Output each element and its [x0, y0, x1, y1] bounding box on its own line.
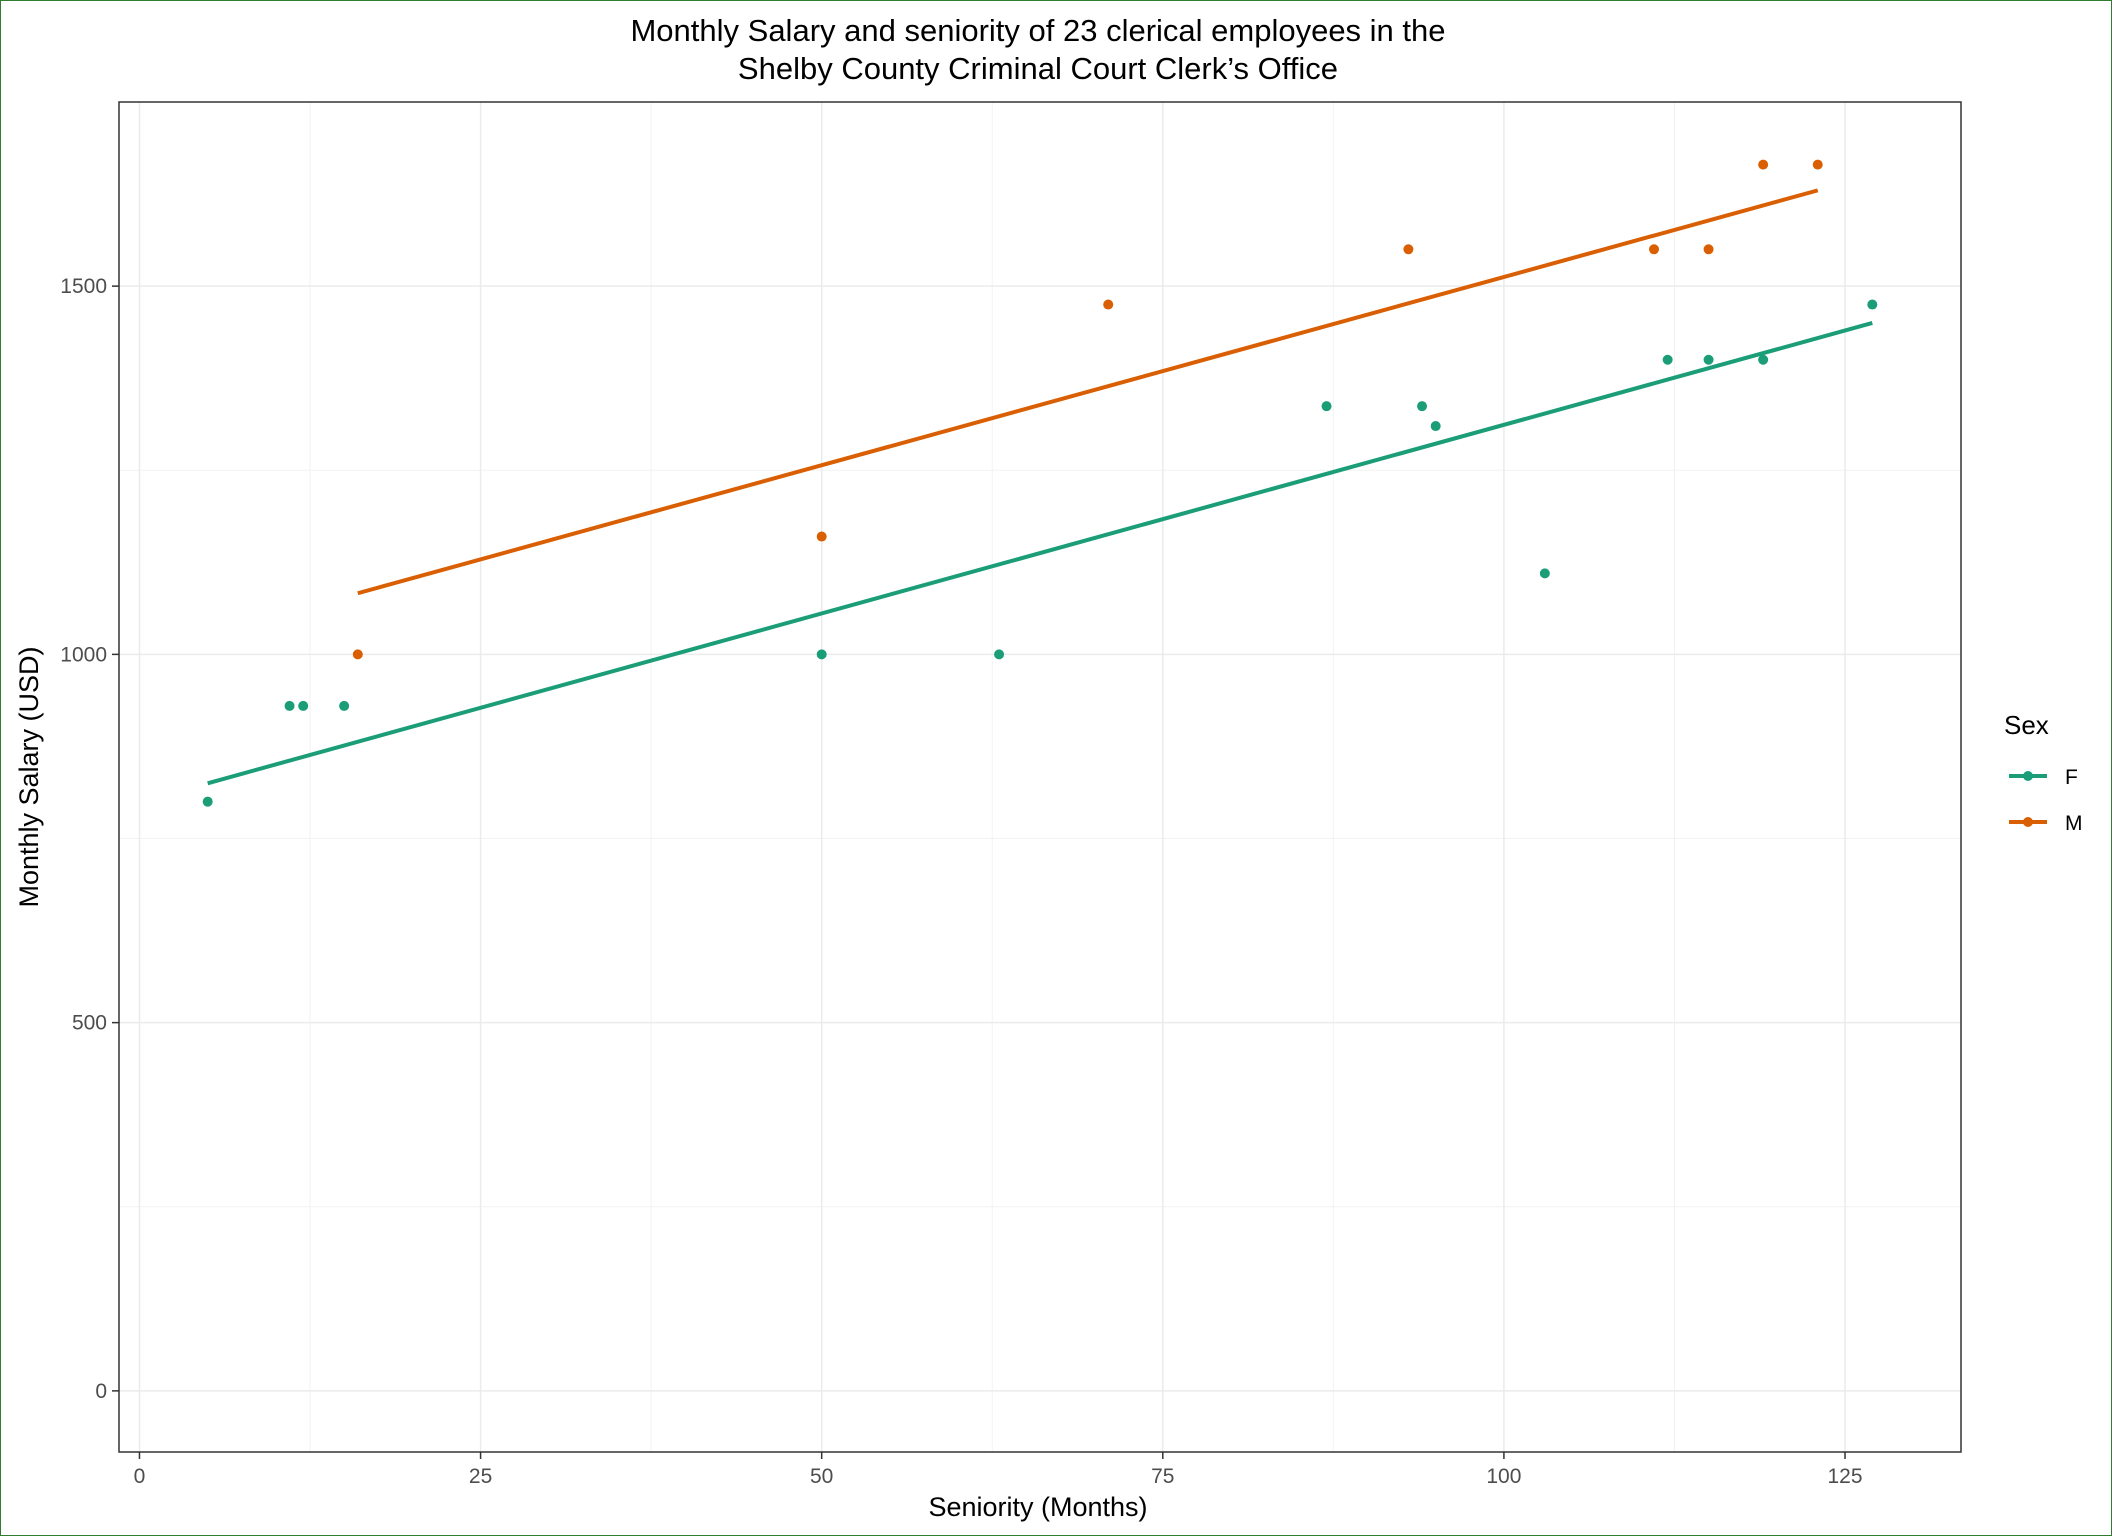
data-point-f: [339, 700, 350, 711]
fit-line-f: [207, 321, 1873, 786]
data-point-m: [1649, 244, 1659, 255]
x-tick-label: 0: [134, 1465, 146, 1488]
x-tick-label: 50: [810, 1465, 833, 1488]
x-tick-label: 125: [1827, 1465, 1862, 1488]
data-point-m: [1812, 159, 1823, 170]
data-point-f: [202, 796, 213, 807]
data-point-f: [1703, 354, 1714, 365]
chart-title: Monthly Salary and seniority of 23 cleri…: [630, 13, 1445, 48]
data-point-f: [284, 700, 295, 711]
y-axis: 0 500 1000 1500: [60, 275, 119, 1403]
legend-label-f: F: [2065, 766, 2078, 789]
data-point-f: [1539, 568, 1550, 579]
data-point-f: [1417, 401, 1428, 412]
data-point-f: [1430, 421, 1441, 432]
data-point-f: [1662, 354, 1673, 365]
y-axis-title: Monthly Salary (USD): [14, 646, 44, 907]
data-point-m: [816, 531, 827, 542]
data-point-f: [298, 700, 309, 711]
data-point-m: [1758, 159, 1769, 170]
panel-border: [118, 101, 1962, 1453]
data-point-m: [1703, 244, 1714, 255]
legend-key-point-f: [2023, 771, 2033, 781]
chart-subtitle: Shelby County Criminal Court Clerk’s Off…: [738, 51, 1338, 86]
legend: Sex FM: [2004, 710, 2083, 835]
data-point-f: [1867, 299, 1878, 310]
data-point-f: [816, 649, 827, 660]
x-axis: 0 25 50 75 100 125: [134, 1452, 1863, 1488]
data-point-m: [1403, 244, 1414, 255]
grid-minor: [119, 102, 1961, 1452]
data-point-f: [1321, 401, 1332, 412]
legend-title: Sex: [2004, 710, 2049, 740]
fit-line-m: [357, 188, 1819, 596]
data-point-m: [352, 649, 363, 660]
data-point-f: [1758, 354, 1769, 365]
data-point-m: [1103, 299, 1114, 310]
x-axis-title: Seniority (Months): [928, 1492, 1147, 1522]
legend-label-m: M: [2065, 812, 2083, 835]
x-tick-label: 25: [469, 1465, 492, 1488]
x-tick-label: 75: [1151, 1465, 1174, 1488]
y-tick-label: 500: [72, 1012, 107, 1035]
fit-lines: [207, 188, 1873, 786]
y-tick-label: 0: [95, 1380, 107, 1403]
x-tick-label: 100: [1486, 1465, 1521, 1488]
data-point-f: [994, 649, 1005, 660]
y-tick-label: 1000: [60, 643, 107, 666]
legend-key-point-m: [2023, 817, 2033, 827]
data-points: [202, 159, 1878, 807]
y-tick-label: 1500: [60, 275, 107, 298]
grid-major: [119, 102, 1961, 1452]
